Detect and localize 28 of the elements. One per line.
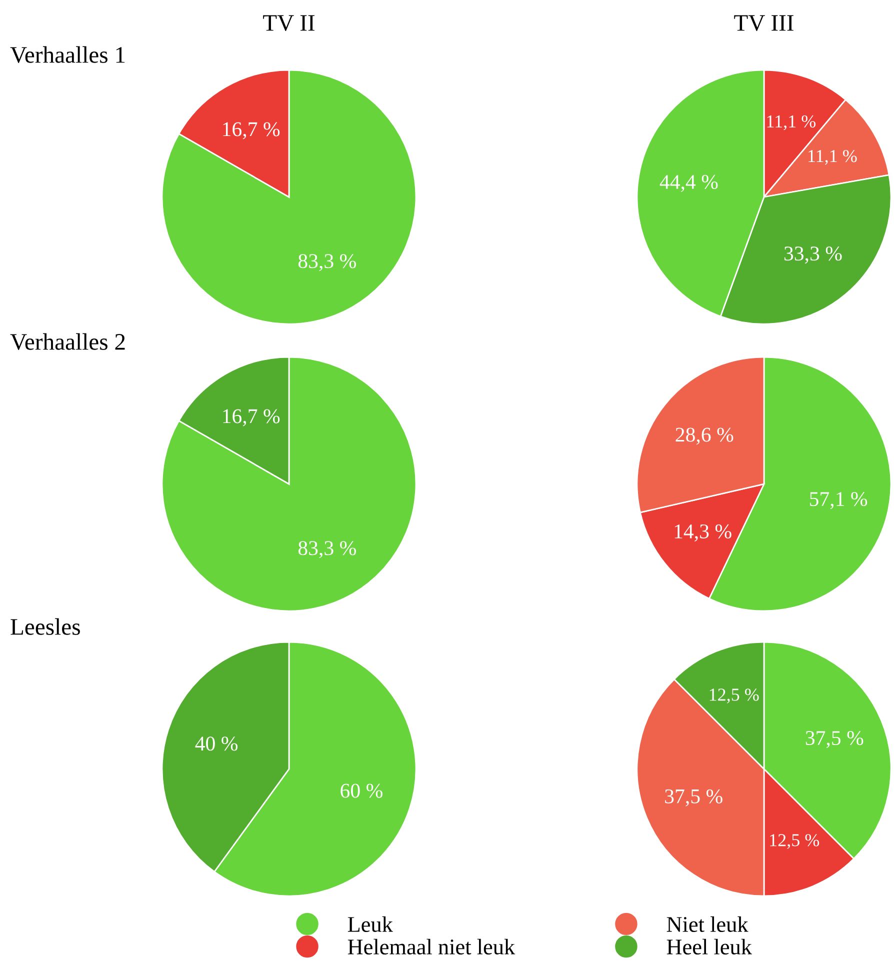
chart-title: TV III [734, 15, 794, 32]
data-label: 83,3 % [298, 254, 356, 272]
chart-subtitle: Verhaalles 1 [10, 46, 125, 64]
data-label: 37,5 % [665, 789, 722, 806]
data-label: 12,5 % [710, 688, 759, 704]
chart-subtitle: Leesles [10, 618, 80, 635]
chart-subtitle: Verhaalles 2 [10, 333, 125, 350]
data-label: 44,4 % [660, 174, 718, 192]
legend-label: Niet leuk [666, 916, 748, 932]
chart-title: TV II [263, 15, 315, 32]
pie-slice [161, 69, 417, 325]
data-label: 11,1 % [767, 115, 816, 130]
legend-label: Heel leuk [666, 938, 752, 954]
data-label: 83,3 % [298, 541, 356, 558]
data-label: 37,5 % [806, 730, 864, 748]
data-label: 16,7 % [223, 409, 280, 426]
data-label: 28,6 % [676, 428, 734, 445]
data-label: 14,3 % [674, 524, 732, 542]
data-label: 12,5 % [770, 834, 820, 849]
data-label: 11,1 % [808, 150, 857, 165]
legend-label: Leuk [348, 916, 393, 932]
data-label: 60 % [340, 784, 382, 798]
legend-label: Helemaal niet leuk [348, 938, 516, 954]
data-label: 33,3 % [784, 246, 842, 264]
pie-slice [161, 356, 417, 612]
data-label: 16,7 % [223, 122, 280, 140]
data-label: 57,1 % [810, 492, 868, 510]
data-label: 40 % [195, 736, 238, 751]
